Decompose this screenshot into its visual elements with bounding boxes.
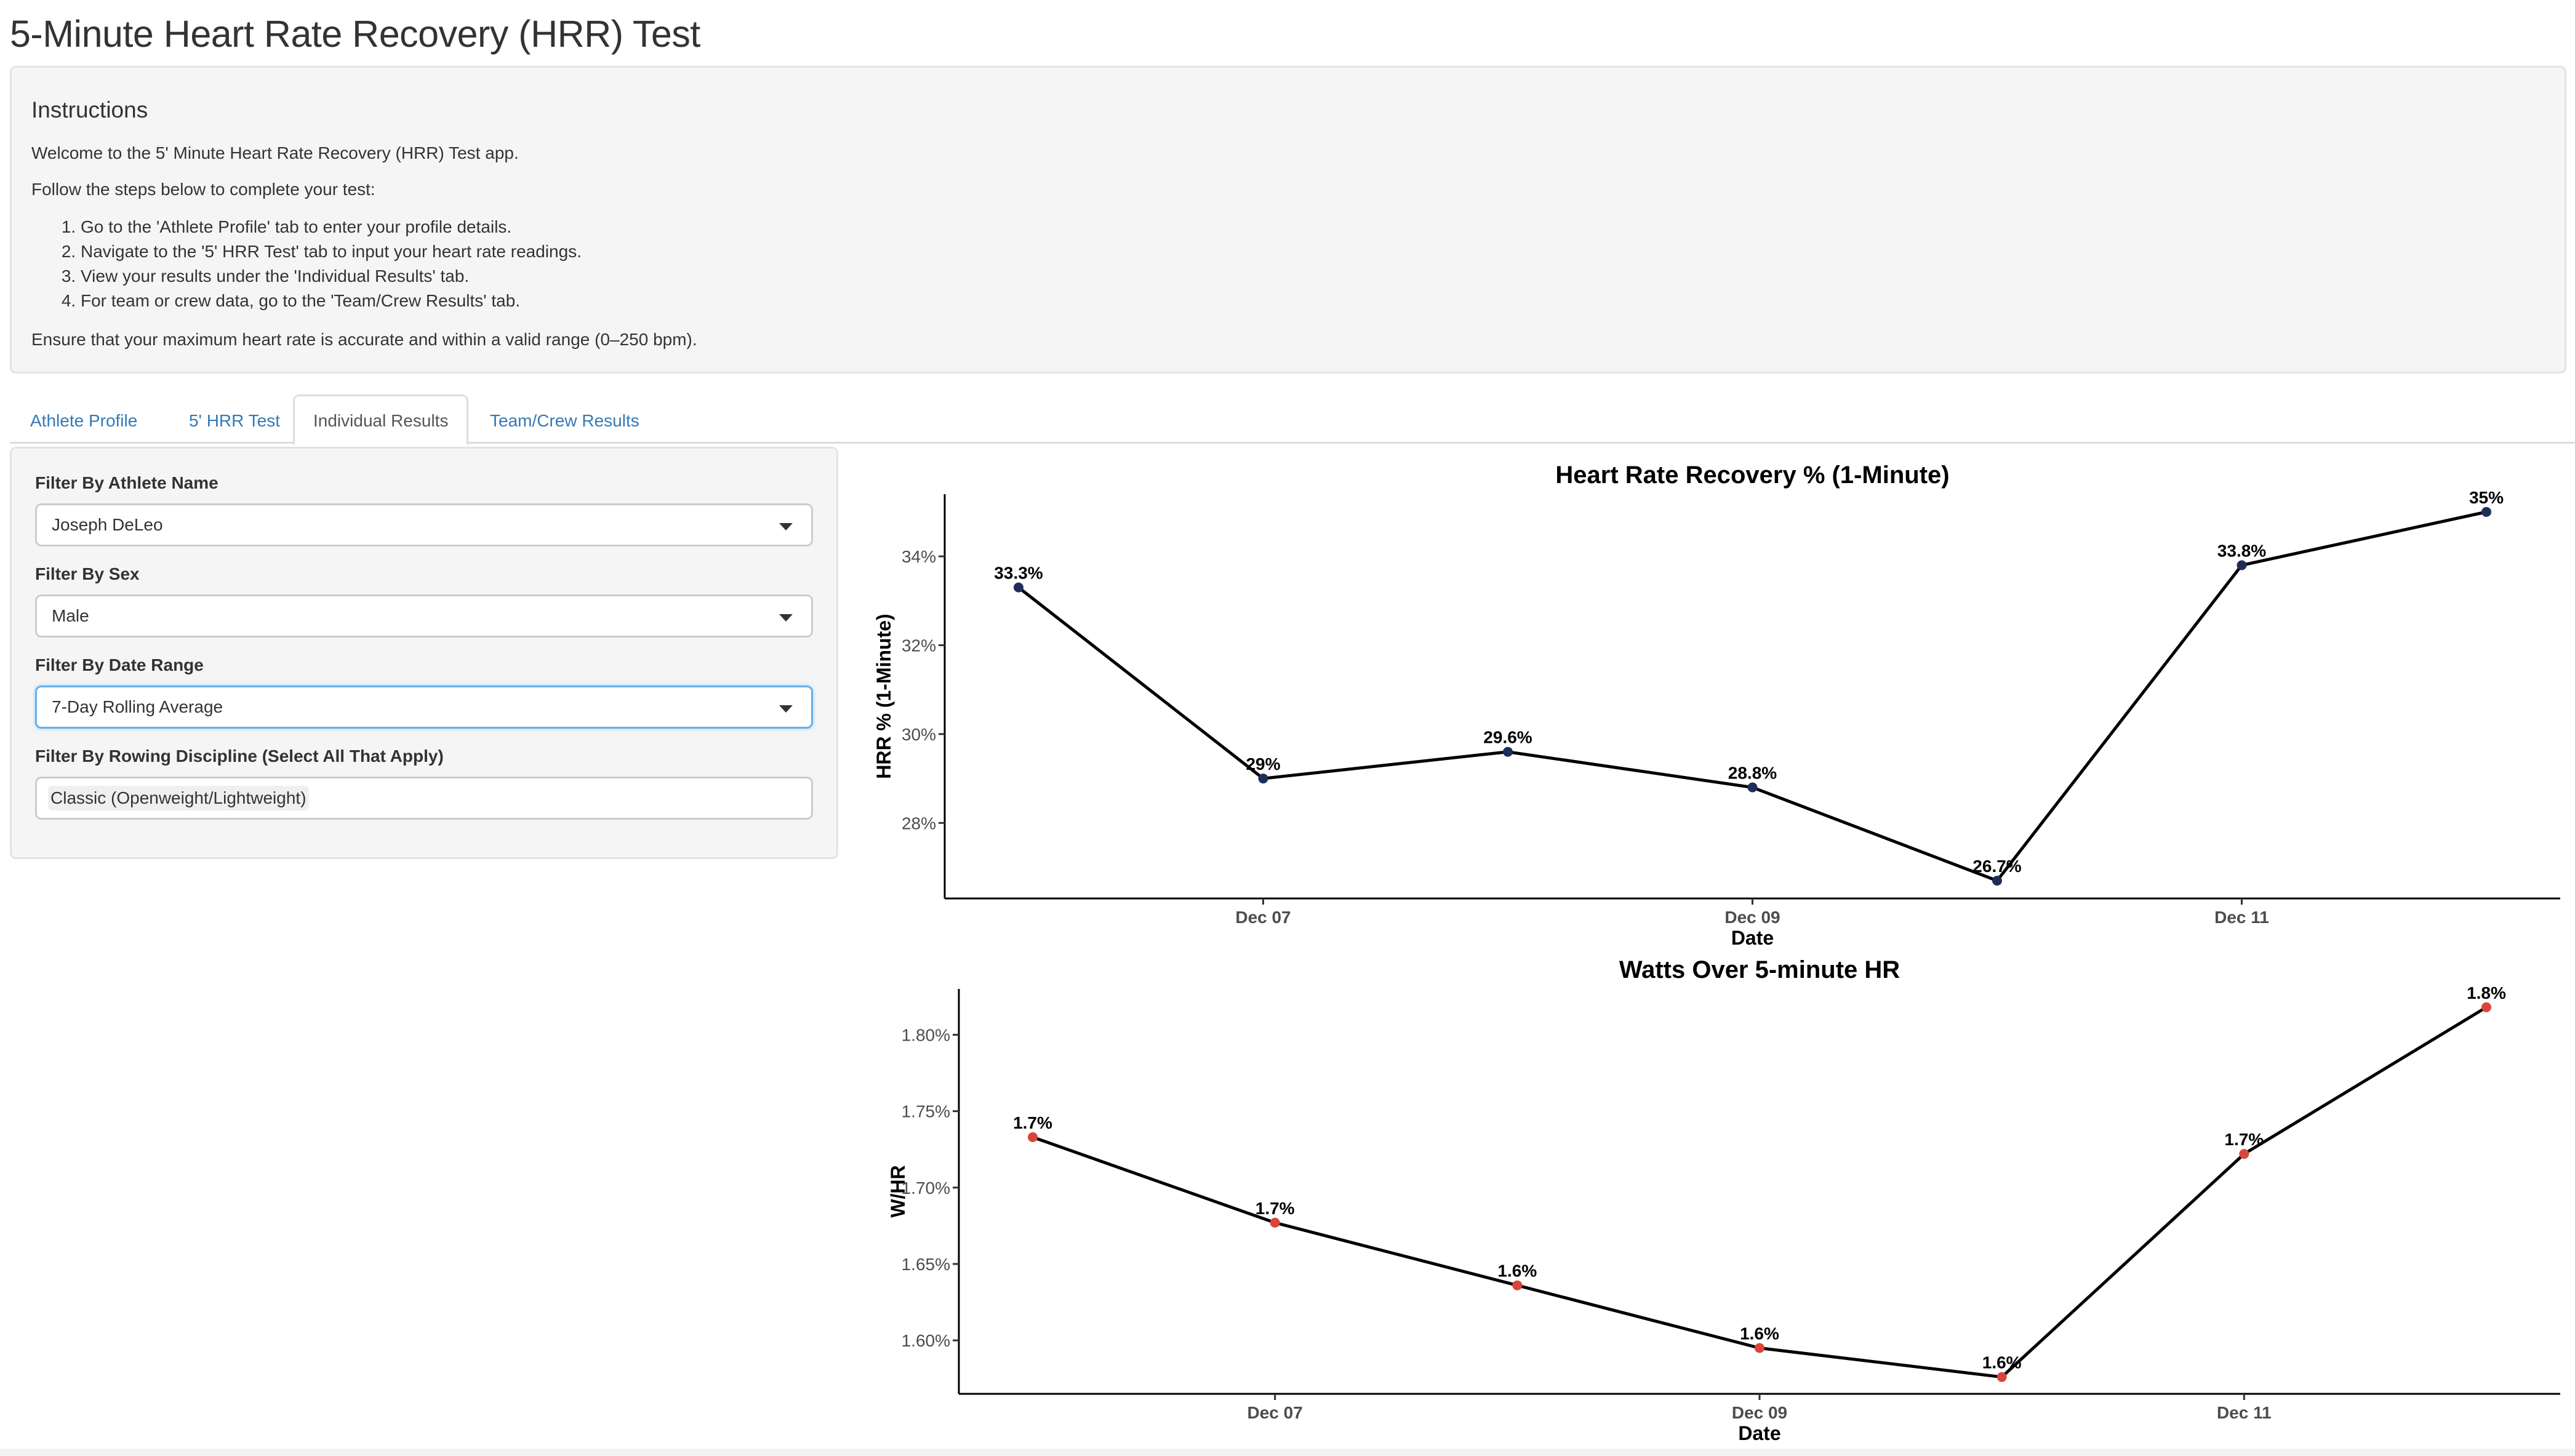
chart-1-y-tick-label: 1.60% — [902, 1331, 950, 1350]
chevron-down-icon — [779, 705, 793, 713]
chart-0-data-point — [2237, 560, 2247, 570]
chart-0-y-axis-title: HRR % (1-Minute) — [873, 614, 895, 778]
chart-0-y-tick-label: 30% — [902, 725, 936, 744]
chart-1-data-point — [2481, 1002, 2491, 1012]
tab-athlete-profile[interactable]: Athlete Profile — [30, 411, 138, 430]
tab-team-crew-results[interactable]: Team/Crew Results — [490, 411, 639, 430]
chart-0-title: Heart Rate Recovery % (1-Minute) — [1555, 462, 1949, 489]
chart-0-x-tick-label: Dec 11 — [2214, 908, 2269, 927]
sex-filter-label: Filter By Sex — [35, 564, 140, 583]
page-title: 5-Minute Heart Rate Recovery (HRR) Test — [10, 13, 700, 55]
chart-1-y-tick-label: 1.75% — [902, 1102, 950, 1121]
chart-1-data-point — [2239, 1149, 2249, 1159]
chart-1-x-tick-label: Dec 07 — [1247, 1403, 1303, 1422]
chart-1-y-tick-label: 1.80% — [902, 1025, 950, 1044]
chart-0-data-label: 29% — [1246, 754, 1280, 774]
chart-1-data-label: 1.7% — [1013, 1113, 1052, 1132]
chart-1-data-point — [1028, 1132, 1038, 1142]
chart-1-x-tick-label: Dec 09 — [1732, 1403, 1787, 1422]
instructions-panel: Instructions Welcome to the 5' Minute He… — [10, 66, 2566, 374]
chart-1-data-point — [1512, 1280, 1523, 1290]
chart-0-data-point — [1258, 774, 1268, 784]
chart-1-y-tick-label: 1.70% — [902, 1178, 950, 1198]
chart-1-data-label: 1.6% — [1497, 1262, 1537, 1281]
chart-1-data-label: 1.6% — [1982, 1353, 2022, 1372]
chart-0-y-tick-label: 32% — [902, 636, 936, 655]
date-range-filter-label: Filter By Date Range — [35, 655, 204, 674]
athlete-filter-label: Filter By Athlete Name — [35, 473, 218, 492]
discipline-filter-label: Filter By Rowing Discipline (Select All … — [35, 746, 444, 766]
charts-panel: Heart Rate Recovery % (1-Minute) 28% 30% 32… — [849, 455, 2566, 1446]
chart-1-data-label: 1.6% — [1740, 1324, 1779, 1343]
athlete-select-value: Joseph DeLeo — [52, 515, 163, 534]
instructions-step: Navigate to the '5' HRR Test' tab to inp… — [81, 239, 2545, 264]
chart-0-data-label: 33.3% — [994, 564, 1043, 583]
chart-1-data-point — [1270, 1217, 1280, 1228]
instructions-heading: Instructions — [31, 97, 148, 122]
filter-sidebar: Filter By Athlete Name Joseph DeLeo Filt… — [10, 447, 838, 859]
hrr-chart: Heart Rate Recovery % (1-Minute) 28% 30% 32… — [873, 462, 2560, 949]
chart-0-data-point — [1503, 746, 1513, 757]
chart-0-data-label: 26.7% — [1972, 857, 2021, 876]
chart-0-data-label: 29.6% — [1483, 728, 1532, 747]
chart-0-y-tick-label: 28% — [902, 814, 936, 833]
chart-0-x-axis-title: Date — [1731, 927, 1774, 948]
tab-individual-results[interactable]: Individual Results — [293, 394, 469, 446]
date-range-select[interactable]: 7-Day Rolling Average — [35, 686, 813, 729]
tab-bar: Athlete Profile 5' HRR Test Individual R… — [10, 394, 2575, 446]
chart-1-y-tick-label: 1.65% — [902, 1255, 950, 1274]
chart-0-data-label: 28.8% — [1728, 764, 1777, 783]
instructions-step: For team or crew data, go to the 'Team/C… — [81, 289, 2545, 313]
chevron-down-icon — [779, 614, 793, 622]
chart-0-data-label: 33.8% — [2217, 542, 2266, 561]
chart-0-data-point — [2481, 506, 2491, 517]
chart-0-x-tick-label: Dec 09 — [1724, 908, 1780, 927]
chart-0-x-tick-label: Dec 07 — [1235, 908, 1291, 927]
chart-0-series-line — [1017, 510, 2487, 883]
instructions-steps: Go to the 'Athlete Profile' tab to enter… — [31, 215, 2545, 313]
bottom-scroll-strip — [0, 1449, 2575, 1456]
watts-chart: Watts Over 5-minute HR 1.60% 1.65% 1.70% 1.7… — [887, 956, 2560, 1444]
sex-select[interactable]: Male — [35, 594, 813, 638]
chart-1-x-tick-label: Dec 11 — [2217, 1403, 2272, 1422]
chart-1-y-axis-title: W/HR — [887, 1165, 909, 1217]
chart-1-data-label: 1.7% — [1255, 1199, 1295, 1218]
athlete-select[interactable]: Joseph DeLeo — [35, 503, 813, 546]
sex-select-value: Male — [52, 606, 89, 625]
discipline-chip[interactable]: Classic (Openweight/Lightweight) — [48, 786, 309, 810]
chart-1-title: Watts Over 5-minute HR — [1619, 956, 1900, 983]
chart-0-data-label: 35% — [2469, 488, 2504, 507]
instructions-step: Go to the 'Athlete Profile' tab to enter… — [81, 215, 2545, 239]
chart-0-data-point — [1992, 876, 2002, 886]
discipline-multiselect[interactable]: Classic (Openweight/Lightweight) — [35, 777, 813, 820]
chart-1-data-point — [1996, 1372, 2007, 1382]
chart-1-series-line — [1032, 1006, 2488, 1379]
tab-hrr-test[interactable]: 5' HRR Test — [189, 411, 280, 430]
chart-1-data-label: 1.8% — [2467, 983, 2506, 1002]
instructions-welcome: Welcome to the 5' Minute Heart Rate Reco… — [31, 143, 519, 162]
chevron-down-icon — [779, 523, 793, 530]
chart-1-data-label: 1.7% — [2224, 1130, 2264, 1149]
instructions-step: View your results under the 'Individual … — [81, 264, 2545, 289]
instructions-note: Ensure that your maximum heart rate is a… — [31, 330, 697, 349]
chart-1-x-axis-title: Date — [1738, 1422, 1780, 1444]
chart-0-data-point — [1747, 782, 1758, 793]
chart-0-data-point — [1014, 582, 1023, 593]
chart-0-y-tick-label: 34% — [902, 547, 936, 566]
instructions-follow: Follow the steps below to complete your … — [31, 180, 375, 199]
chart-1-data-point — [1755, 1343, 1764, 1353]
date-range-select-value: 7-Day Rolling Average — [52, 697, 223, 716]
